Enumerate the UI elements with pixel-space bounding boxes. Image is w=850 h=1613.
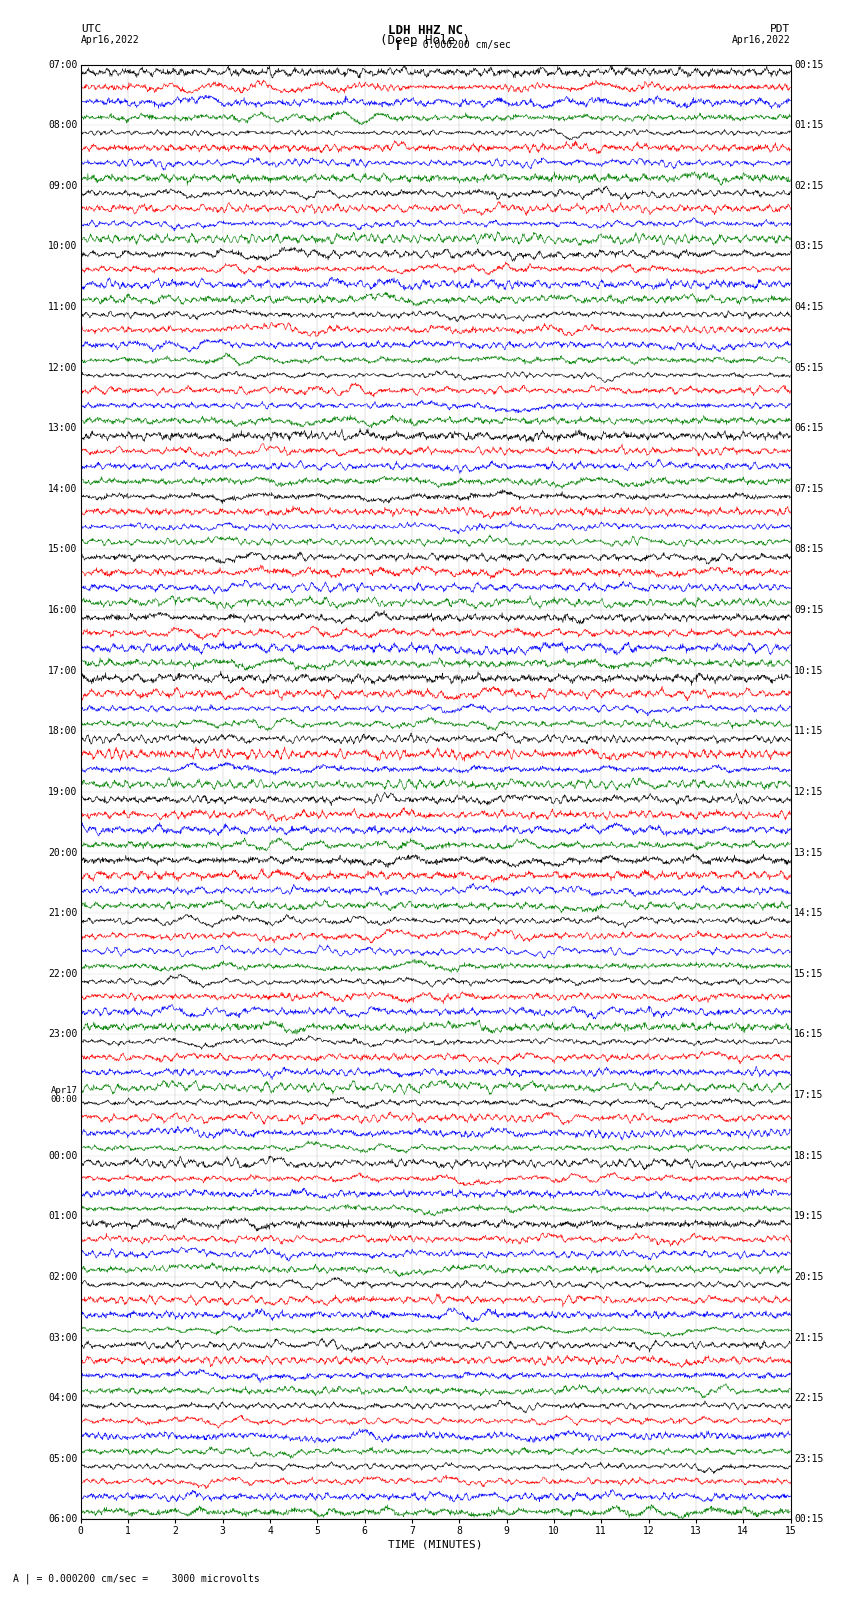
Text: 13:00: 13:00: [48, 423, 77, 434]
Text: 07:00: 07:00: [48, 60, 77, 69]
Text: 06:00: 06:00: [48, 1515, 77, 1524]
Text: 23:15: 23:15: [794, 1453, 824, 1465]
Text: 22:00: 22:00: [48, 969, 77, 979]
Text: (Deep Hole ): (Deep Hole ): [380, 34, 470, 47]
Text: 21:00: 21:00: [48, 908, 77, 918]
Text: 03:15: 03:15: [794, 242, 824, 252]
Text: PDT: PDT: [770, 24, 790, 34]
Text: 06:15: 06:15: [794, 423, 824, 434]
Text: 05:00: 05:00: [48, 1453, 77, 1465]
Text: Apr17: Apr17: [50, 1086, 77, 1095]
Text: 14:00: 14:00: [48, 484, 77, 494]
Text: 08:15: 08:15: [794, 545, 824, 555]
Text: 01:15: 01:15: [794, 119, 824, 131]
Text: 15:15: 15:15: [794, 969, 824, 979]
Text: 07:15: 07:15: [794, 484, 824, 494]
Text: 17:00: 17:00: [48, 666, 77, 676]
Text: 02:15: 02:15: [794, 181, 824, 190]
Text: 04:15: 04:15: [794, 302, 824, 311]
Text: 08:00: 08:00: [48, 119, 77, 131]
Text: 20:15: 20:15: [794, 1273, 824, 1282]
Text: 12:00: 12:00: [48, 363, 77, 373]
Text: 03:00: 03:00: [48, 1332, 77, 1342]
Text: 23:00: 23:00: [48, 1029, 77, 1039]
Text: 04:00: 04:00: [48, 1394, 77, 1403]
Text: 10:15: 10:15: [794, 666, 824, 676]
Text: 18:15: 18:15: [794, 1150, 824, 1161]
Text: Apr16,2022: Apr16,2022: [732, 35, 791, 45]
Text: 13:15: 13:15: [794, 847, 824, 858]
X-axis label: TIME (MINUTES): TIME (MINUTES): [388, 1539, 483, 1548]
Text: 21:15: 21:15: [794, 1332, 824, 1342]
Text: = 0.000200 cm/sec: = 0.000200 cm/sec: [411, 40, 510, 50]
Text: 18:00: 18:00: [48, 726, 77, 737]
Text: 09:15: 09:15: [794, 605, 824, 615]
Text: UTC: UTC: [81, 24, 101, 34]
Text: 20:00: 20:00: [48, 847, 77, 858]
Text: 05:15: 05:15: [794, 363, 824, 373]
Text: 14:15: 14:15: [794, 908, 824, 918]
Text: 00:15: 00:15: [794, 60, 824, 69]
Text: 00:00: 00:00: [48, 1150, 77, 1161]
Text: 00:00: 00:00: [50, 1095, 77, 1105]
Text: 11:15: 11:15: [794, 726, 824, 737]
Text: 15:00: 15:00: [48, 545, 77, 555]
Text: LDH HHZ NC: LDH HHZ NC: [388, 24, 462, 37]
Text: 22:15: 22:15: [794, 1394, 824, 1403]
Text: 17:15: 17:15: [794, 1090, 824, 1100]
Text: 19:00: 19:00: [48, 787, 77, 797]
Text: A | = 0.000200 cm/sec =    3000 microvolts: A | = 0.000200 cm/sec = 3000 microvolts: [13, 1573, 259, 1584]
Text: 16:00: 16:00: [48, 605, 77, 615]
Text: 12:15: 12:15: [794, 787, 824, 797]
Text: Apr16,2022: Apr16,2022: [81, 35, 139, 45]
Text: 00:15: 00:15: [794, 1515, 824, 1524]
Text: 01:00: 01:00: [48, 1211, 77, 1221]
Text: 10:00: 10:00: [48, 242, 77, 252]
Text: 09:00: 09:00: [48, 181, 77, 190]
Text: 16:15: 16:15: [794, 1029, 824, 1039]
Text: 11:00: 11:00: [48, 302, 77, 311]
Text: 02:00: 02:00: [48, 1273, 77, 1282]
Text: 19:15: 19:15: [794, 1211, 824, 1221]
